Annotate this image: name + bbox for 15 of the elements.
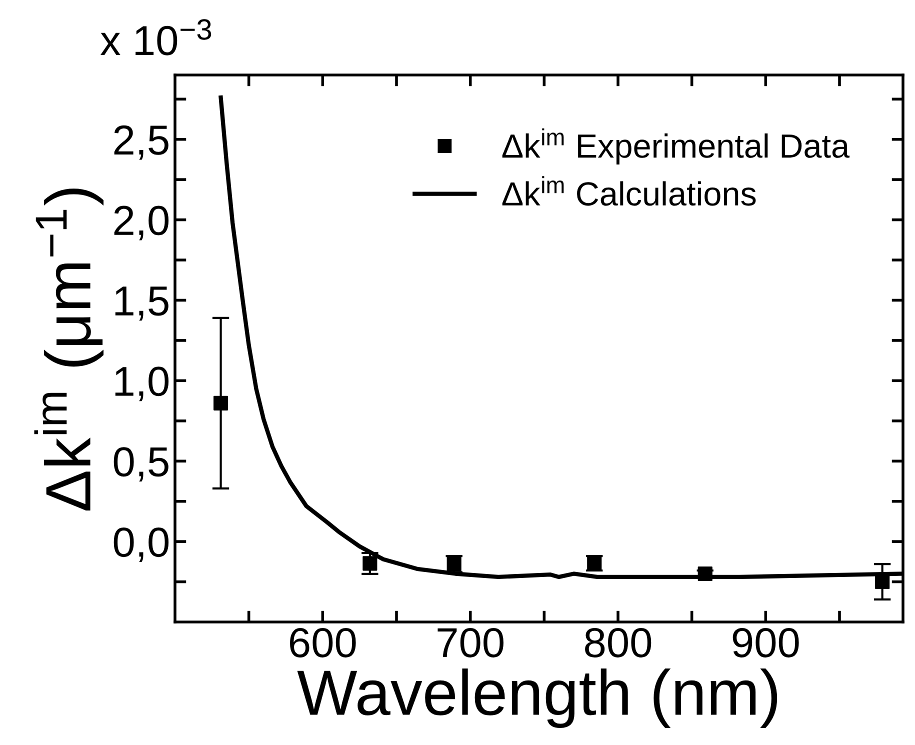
y-tick-label: 1,0 bbox=[115, 366, 169, 402]
x-tick-label: 600 bbox=[290, 628, 356, 658]
y-tick-label: 2,5 bbox=[114, 125, 168, 160]
y-tick-label: 1,5 bbox=[115, 286, 168, 321]
y-tick-label: 2,0 bbox=[114, 206, 169, 240]
y-axis-title: Δk$^{im}$ (μm$^{−1}$) bbox=[34, 188, 104, 510]
x-axis-title: Wavelength (nm) bbox=[297, 668, 778, 728]
legend-label: Δk$^{im}$ Experimental Data bbox=[502, 128, 850, 164]
y-tick-label: 0,5 bbox=[114, 447, 168, 482]
x-tick-label: 700 bbox=[438, 628, 504, 658]
x-tick-label: 900 bbox=[732, 628, 799, 658]
text: x 10$^{−3}$ bbox=[100, 19, 212, 56]
x-tick-label: 800 bbox=[585, 628, 652, 658]
legend-label: Δk$^{im}$ Calculations bbox=[502, 176, 756, 206]
y-tick-label: 0,0 bbox=[114, 528, 169, 562]
